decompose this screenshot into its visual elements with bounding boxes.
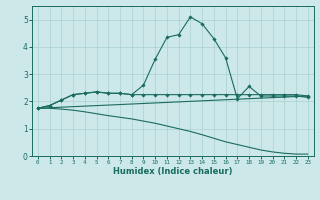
X-axis label: Humidex (Indice chaleur): Humidex (Indice chaleur) xyxy=(113,167,233,176)
